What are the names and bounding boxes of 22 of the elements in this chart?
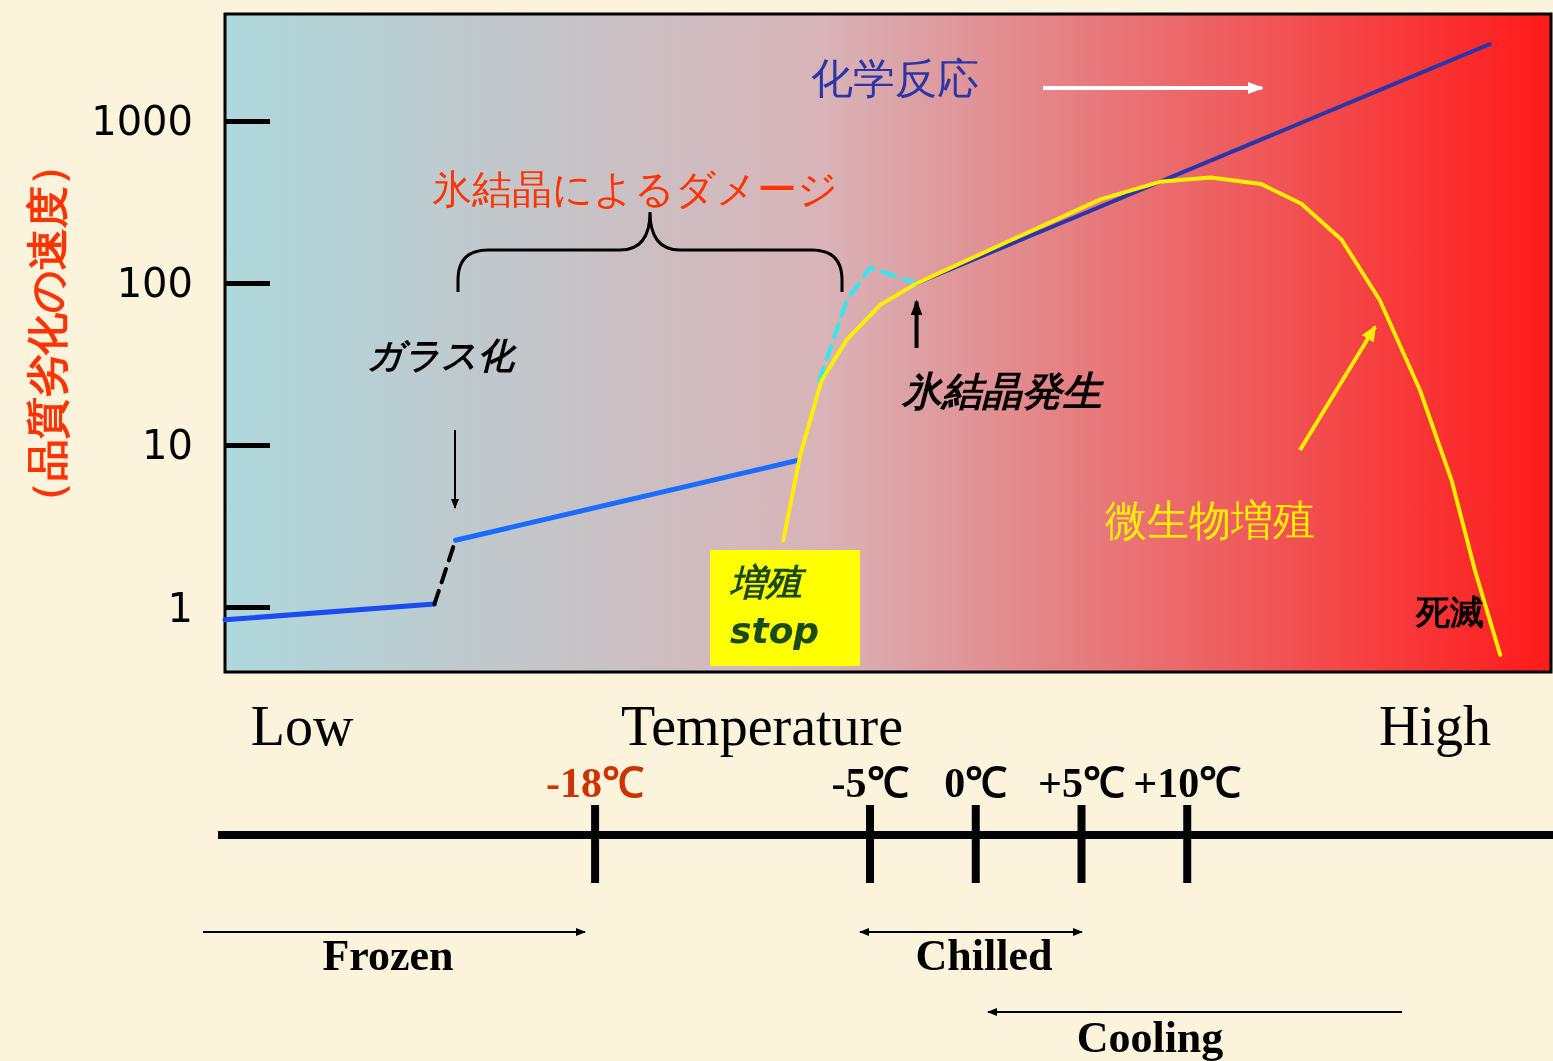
- x-tick-label: 0℃: [944, 760, 1008, 806]
- text: Chilled: [915, 931, 1053, 980]
- x-axis-title: Temperature: [620, 695, 904, 757]
- annotation: 増殖 stop: [729, 562, 820, 651]
- y-tick-label: 100: [116, 260, 193, 307]
- y-tick-label: 1000: [91, 98, 193, 145]
- annotation: 氷結晶発生: [900, 368, 1105, 414]
- annotation: 死滅: [1415, 592, 1485, 632]
- text: Frozen: [322, 931, 454, 980]
- x-tick-label: -18℃: [546, 760, 645, 806]
- annotation: 氷結晶によるダメージ: [432, 166, 838, 212]
- text: Low: [250, 695, 354, 757]
- annotation: ガラス化: [366, 335, 517, 376]
- x-tick-label: +10℃: [1133, 760, 1242, 806]
- text: High: [1379, 695, 1491, 757]
- text: 微生物増殖: [1105, 496, 1315, 545]
- text: 化学反応: [811, 54, 979, 103]
- x-tick-label: -5℃: [831, 760, 909, 806]
- x-tick-label: +5℃: [1038, 760, 1125, 806]
- y-axis-title: （品質劣化の速度）: [23, 143, 72, 523]
- y-tick-label: 10: [142, 422, 193, 469]
- y-tick-label: 1: [167, 584, 193, 631]
